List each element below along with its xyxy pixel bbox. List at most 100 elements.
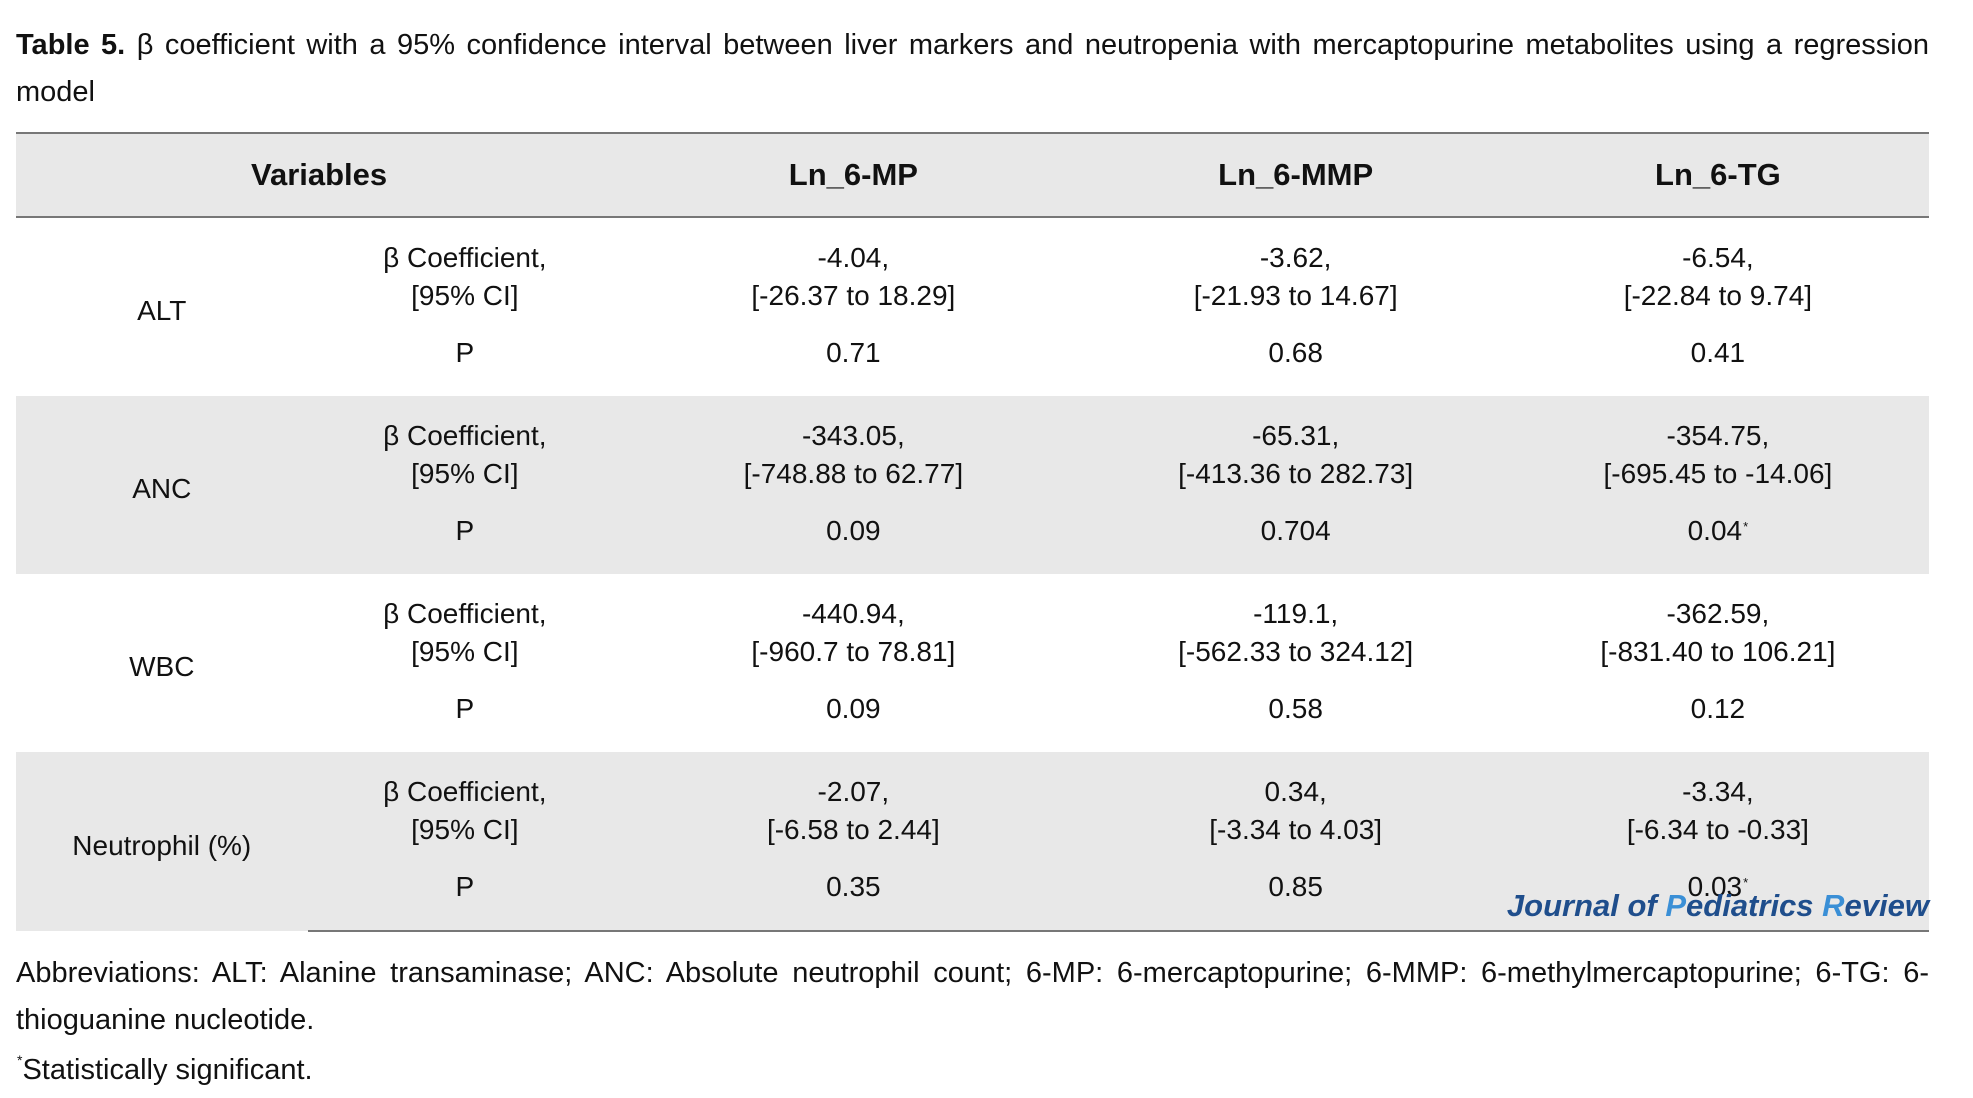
ci-value: [-562.33 to 324.12] [1178, 636, 1414, 667]
coefficient-cell: -6.54, [-22.84 to 9.74] [1507, 217, 1929, 328]
beta-value: -65.31, [1252, 420, 1340, 451]
table-row: P 0.71 0.68 0.41 [16, 328, 1929, 396]
p-value: 0.09 [826, 515, 881, 546]
p-value: 0.71 [826, 337, 881, 368]
coefficient-cell: -65.31, [-413.36 to 282.73] [1084, 396, 1507, 506]
p-value-cell: 0.03* [1506, 862, 1929, 932]
significance-mark: * [1743, 875, 1749, 890]
coefficient-cell: -362.59, [-831.40 to 106.21] [1507, 574, 1929, 684]
journal-logo-part: P [1665, 888, 1687, 923]
p-value-cell: 0.704 [1084, 506, 1507, 574]
caption-text: β coefficient with a 95% confidence inte… [16, 29, 1929, 108]
beta-value: -2.07, [817, 776, 890, 807]
p-value: 0.12 [1690, 693, 1746, 724]
table-row: WBC β Coefficient, [95% CI] -440.94, [-960.7… [16, 574, 1929, 684]
table-row: P 0.09 0.58 0.12 [16, 684, 1929, 752]
journal-logo-part: R [1822, 888, 1845, 923]
coefficient-label-cell: β Coefficient, [95% CI] [308, 217, 623, 328]
header-row: Variables Ln_6-MP Ln_6-MMP Ln_6-TG [16, 132, 1929, 218]
ci-value: [-3.34 to 4.03] [1209, 814, 1383, 845]
coefficient-label-cell: β Coefficient, [95% CI] [307, 752, 623, 862]
beta-value: -3.34, [1682, 776, 1754, 807]
significance-footnote: *Statistically significant. [16, 1052, 313, 1087]
p-value-cell: 0.04* [1506, 506, 1929, 574]
p-value-cell: 0.09 [622, 684, 1084, 752]
coefficient-label: β Coefficient, [383, 420, 547, 451]
footnote-mark: * [17, 1052, 23, 1068]
p-value: 0.58 [1268, 693, 1323, 724]
beta-value: -440.94, [801, 598, 905, 629]
header-ln-6tg: Ln_6-TG [1506, 132, 1929, 218]
results-table: Variables Ln_6-MP Ln_6-MMP Ln_6-TG ALT β … [16, 132, 1929, 932]
p-value-cell: 0.12 [1507, 684, 1929, 752]
beta-value: -354.75, [1666, 420, 1770, 451]
coefficient-label: β Coefficient, [383, 598, 547, 629]
table-row: ALT β Coefficient, [95% CI] -4.04, [-26.37 t… [16, 217, 1929, 328]
p-value-cell: 0.71 [622, 328, 1084, 396]
coefficient-label: β Coefficient, [383, 776, 547, 807]
ci-label: [95% CI] [411, 636, 519, 667]
table-row: ANC β Coefficient, [95% CI] -343.05, [-748.8… [16, 396, 1929, 574]
variable-cell: ANC [16, 396, 308, 574]
beta-value: -4.04, [817, 242, 890, 273]
p-value-cell: 0.41 [1507, 328, 1929, 396]
p-label-cell: P [455, 337, 475, 368]
table-row: Neutrophil (%) β Coefficient, [95% CI] -2.0… [16, 752, 1929, 931]
footnote-text: Statistically significant. [22, 1054, 313, 1086]
caption-label: Table 5. [16, 29, 126, 61]
p-value: 0.41 [1690, 337, 1746, 368]
p-value: 0.704 [1260, 515, 1331, 546]
ci-value: [-22.84 to 9.74] [1623, 280, 1813, 311]
journal-logo-part: Journal of [1506, 888, 1666, 923]
coefficient-cell: -440.94, [-960.7 to 78.81] [622, 574, 1084, 684]
coefficient-cell: -343.05, [-748.88 to 62.77] [622, 396, 1085, 506]
p-value-cell: 0.68 [1085, 328, 1507, 396]
beta-value: -343.05, [801, 420, 905, 451]
coefficient-label-cell: β Coefficient, [95% CI] [307, 396, 623, 506]
p-value: 0.03 [1687, 871, 1743, 902]
header-ln-6mmp: Ln_6-MMP [1084, 132, 1507, 218]
coefficient-label-cell: β Coefficient, [95% CI] [308, 574, 623, 684]
ci-label: [95% CI] [411, 458, 519, 489]
p-value: 0.09 [826, 693, 881, 724]
p-value-cell: 0.85 [1084, 862, 1507, 932]
ci-value: [-413.36 to 282.73] [1178, 458, 1414, 489]
variable-cell: WBC [129, 651, 195, 682]
p-label-cell: P [455, 693, 475, 724]
p-label-cell: P [307, 862, 623, 932]
table-body: ALT β Coefficient, [95% CI] -4.04, [-26.37 t… [16, 217, 1929, 932]
p-value-cell: 0.09 [622, 506, 1085, 574]
table-caption: Table 5. β coefficient with a 95% confid… [16, 22, 1929, 116]
coefficient-label: β Coefficient, [383, 242, 547, 273]
variable-cell: Neutrophil (%) [16, 752, 308, 931]
coefficient-cell: -4.04, [-26.37 to 18.29] [622, 217, 1084, 328]
variable-cell: ALT [137, 295, 187, 326]
coefficient-cell: 0.34, [-3.34 to 4.03] [1084, 752, 1507, 862]
ci-value: [-6.58 to 2.44] [766, 814, 940, 845]
coefficient-cell: -3.62, [-21.93 to 14.67] [1085, 217, 1507, 328]
beta-value: -362.59, [1666, 598, 1770, 629]
header-variables: Variables [16, 132, 623, 218]
ci-value: [-748.88 to 62.77] [743, 458, 964, 489]
journal-logo-part: eview [1844, 888, 1929, 923]
ci-value: [-831.40 to 106.21] [1600, 636, 1836, 667]
ci-value: [-695.45 to -14.06] [1603, 458, 1833, 489]
ci-label: [95% CI] [411, 280, 519, 311]
p-value: 0.04 [1687, 515, 1743, 546]
journal-logo: Journal of Pediatrics Review [1507, 888, 1929, 924]
journal-logo-part: ediatrics [1686, 888, 1823, 923]
beta-value: -6.54, [1682, 242, 1754, 273]
p-value: 0.85 [1268, 871, 1323, 902]
ci-label: [95% CI] [411, 814, 519, 845]
ci-value: [-960.7 to 78.81] [751, 636, 956, 667]
coefficient-cell: -119.1, [-562.33 to 324.12] [1085, 574, 1507, 684]
ci-value: [-21.93 to 14.67] [1193, 280, 1398, 311]
coefficient-cell: -3.34, [-6.34 to -0.33] [1506, 752, 1929, 862]
table-row: P 0.09 0.704 0.04* [16, 506, 1929, 574]
table-row: P 0.35 0.85 0.03* [16, 862, 1929, 932]
header-ln-6mp: Ln_6-MP [622, 132, 1085, 218]
beta-value: 0.34, [1264, 776, 1327, 807]
ci-value: [-6.34 to -0.33] [1626, 814, 1809, 845]
p-value-cell: 0.35 [622, 862, 1085, 932]
beta-value: -3.62, [1259, 242, 1332, 273]
